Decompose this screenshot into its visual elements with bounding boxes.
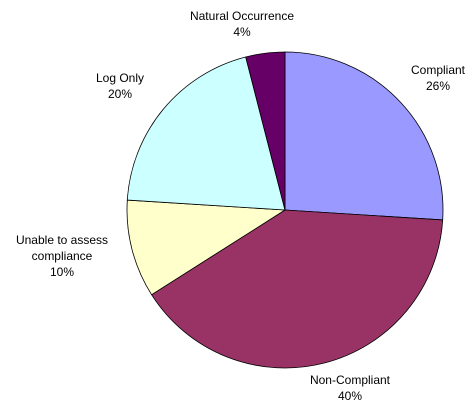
slice-name: Non-Compliant: [309, 373, 391, 387]
slice-label: Unable to assess compliance 10%: [6, 232, 118, 280]
slice-label: Non-Compliant 40%: [295, 372, 405, 404]
slice-label: Natural Occurrence 4%: [172, 8, 312, 40]
slice-percent: 20%: [107, 87, 133, 101]
pie-slice: [126, 199, 287, 296]
slice-percent: 10%: [49, 265, 75, 279]
slice-name: Compliant: [410, 63, 466, 77]
slice-label: Log Only 20%: [80, 70, 160, 102]
pie-slice: [245, 51, 286, 211]
slice-name: Natural Occurrence: [189, 9, 295, 23]
slice-percent: 40%: [337, 389, 363, 403]
pie-slice: [151, 209, 444, 369]
slice-name: Log Only: [95, 71, 145, 85]
slice-label: Compliant 26%: [393, 62, 472, 94]
slice-name: Unable to assess compliance: [15, 233, 109, 263]
pie-slice: [126, 56, 286, 211]
slice-percent: 26%: [425, 79, 451, 93]
pie-slice: [284, 51, 444, 221]
slice-percent: 4%: [233, 25, 251, 39]
